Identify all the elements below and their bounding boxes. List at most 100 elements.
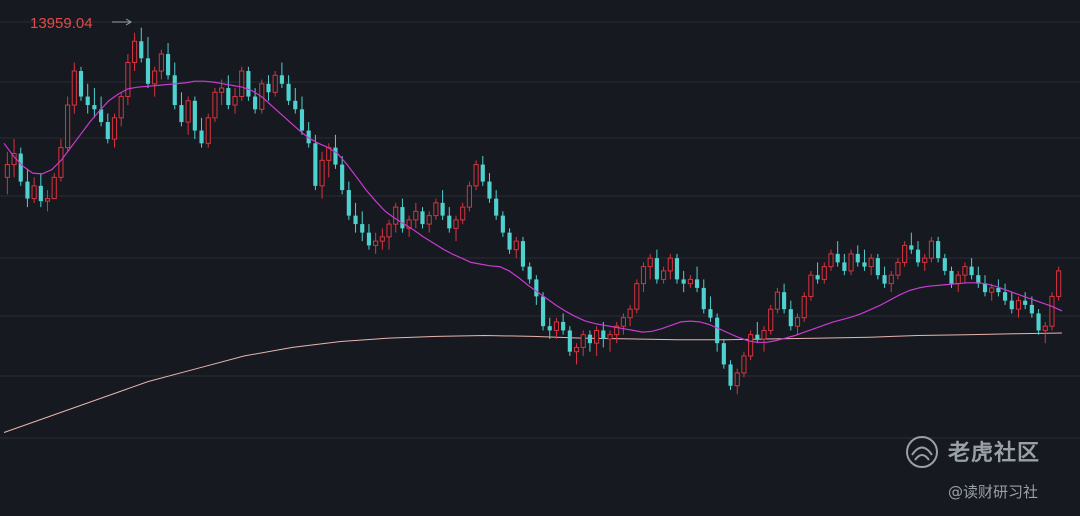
candle	[614, 321, 620, 344]
candle	[782, 283, 787, 314]
candle-body	[199, 130, 204, 144]
candle	[340, 156, 345, 195]
tiger-logo-stripes	[911, 446, 933, 461]
candle-body	[105, 122, 110, 140]
candle-body	[862, 262, 867, 267]
candle	[4, 151, 10, 195]
candle-body	[1042, 325, 1048, 331]
candle-body	[158, 53, 164, 72]
candle	[400, 198, 405, 233]
candle-body	[902, 244, 908, 263]
candle-body	[179, 105, 184, 123]
candle-body	[1049, 295, 1055, 327]
candle-body	[982, 283, 988, 293]
candle	[862, 249, 867, 271]
candle	[835, 241, 840, 267]
candle-body	[640, 266, 647, 285]
candle-body	[279, 75, 284, 84]
candle	[1009, 292, 1014, 314]
candle-body	[580, 334, 586, 348]
candle	[386, 219, 392, 250]
candle	[748, 330, 754, 361]
candle-body	[31, 185, 37, 200]
candle-body	[654, 258, 659, 280]
candle-body	[1036, 313, 1041, 331]
candle-body	[85, 96, 90, 106]
candle	[601, 321, 606, 348]
candle-body	[627, 308, 633, 319]
candle-body	[721, 343, 726, 365]
candle	[936, 236, 941, 263]
candle-body	[708, 309, 713, 318]
candle-body	[741, 355, 747, 374]
candle-body	[306, 130, 311, 144]
candle	[306, 122, 311, 148]
candle-body	[212, 91, 218, 119]
candle	[647, 253, 653, 280]
tiger-logo-icon	[906, 436, 938, 468]
candle	[453, 215, 459, 242]
candle	[313, 134, 318, 191]
candle	[373, 232, 379, 254]
candle-body	[373, 240, 379, 246]
candle-body	[447, 215, 452, 229]
candle	[1049, 292, 1055, 331]
candle	[741, 351, 747, 378]
candle	[761, 326, 767, 352]
candle-body	[801, 295, 807, 319]
candle	[821, 262, 827, 284]
candle	[78, 66, 84, 101]
candle-body	[346, 190, 351, 216]
candle-body	[1015, 300, 1022, 310]
candle-body	[111, 117, 118, 140]
watermark: 老虎社区 @读财研习社	[906, 436, 1039, 501]
candle-body	[360, 224, 365, 233]
candle	[547, 317, 552, 339]
candle-body	[848, 253, 854, 272]
candle-body	[842, 262, 847, 271]
candle-body	[319, 159, 325, 187]
candle	[379, 228, 385, 250]
candle	[520, 236, 526, 271]
candle-body	[293, 100, 298, 110]
candle	[587, 330, 592, 352]
candle	[158, 49, 164, 80]
candle-body	[379, 236, 385, 242]
candle-body	[386, 223, 392, 238]
candle	[855, 245, 860, 267]
candle-body	[299, 109, 305, 131]
candle	[607, 330, 613, 352]
candle	[286, 75, 291, 106]
candle	[909, 232, 914, 254]
candle-body	[715, 317, 720, 344]
watermark-sub: @读财研习社	[948, 483, 1038, 501]
candle-body	[205, 117, 211, 144]
candle-body	[99, 109, 104, 123]
candle-body	[634, 283, 640, 310]
candle	[226, 75, 231, 110]
candle	[842, 253, 847, 276]
candle-body	[139, 41, 144, 59]
candle-body	[567, 330, 572, 352]
candle-body	[71, 70, 77, 106]
candle	[553, 317, 560, 339]
candle	[420, 207, 425, 229]
candle	[715, 313, 720, 352]
candle-body	[165, 54, 171, 76]
ma-fast-line	[3, 80, 1063, 343]
candle	[353, 202, 358, 233]
candle-body	[253, 96, 258, 110]
candle-body	[681, 279, 686, 284]
candle-body	[400, 207, 405, 229]
candle	[65, 96, 71, 152]
candle	[51, 173, 57, 200]
candle	[433, 198, 439, 220]
candle	[99, 96, 104, 127]
candle	[567, 326, 572, 356]
candle	[848, 249, 854, 276]
candle	[1036, 309, 1041, 335]
candle-body	[185, 100, 191, 123]
candle	[640, 262, 647, 293]
candle	[687, 275, 693, 288]
candle	[473, 160, 479, 191]
